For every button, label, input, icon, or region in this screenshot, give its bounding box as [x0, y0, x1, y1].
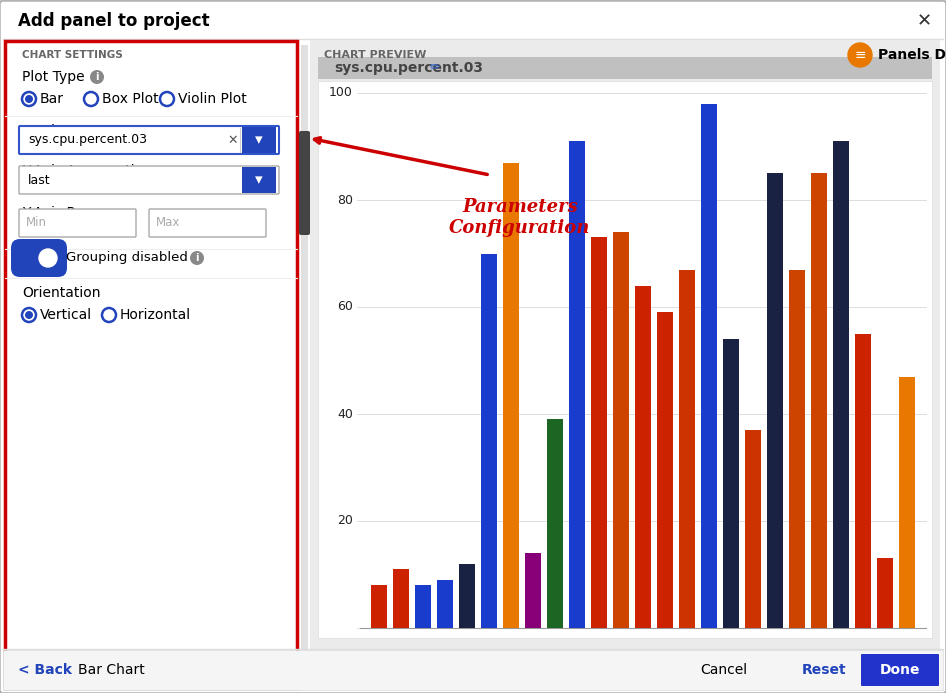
Bar — [371, 585, 387, 628]
Circle shape — [90, 70, 104, 84]
Bar — [877, 559, 893, 628]
FancyBboxPatch shape — [19, 209, 136, 237]
FancyBboxPatch shape — [861, 654, 939, 686]
Circle shape — [102, 308, 116, 322]
Text: 80: 80 — [337, 193, 353, 207]
Text: sys.cpu.percent.03: sys.cpu.percent.03 — [28, 134, 147, 146]
Text: 100: 100 — [329, 87, 353, 100]
Bar — [393, 569, 410, 628]
Bar — [612, 232, 629, 628]
Text: Orientation: Orientation — [22, 286, 100, 300]
FancyBboxPatch shape — [19, 166, 279, 194]
Text: ▾: ▾ — [255, 132, 263, 148]
Text: ▾: ▾ — [255, 173, 263, 188]
Bar — [459, 564, 475, 628]
Bar — [590, 238, 607, 628]
FancyBboxPatch shape — [242, 167, 276, 193]
FancyBboxPatch shape — [5, 41, 297, 688]
Bar — [678, 270, 695, 628]
Bar — [745, 430, 762, 628]
Text: Done: Done — [880, 663, 920, 677]
Text: Y-Axis Range: Y-Axis Range — [22, 206, 111, 220]
Text: ✕: ✕ — [228, 134, 238, 146]
Bar — [854, 334, 871, 628]
Text: CHART PREVIEW: CHART PREVIEW — [324, 50, 427, 60]
Text: Box Plot: Box Plot — [102, 92, 159, 106]
Bar — [766, 173, 783, 628]
Text: Y-Axis: Y-Axis — [22, 124, 62, 138]
Bar — [524, 553, 541, 628]
Text: 60: 60 — [337, 301, 353, 313]
Text: Reset: Reset — [802, 663, 847, 677]
Text: Vertical: Vertical — [40, 308, 92, 322]
Text: ≡: ≡ — [854, 48, 866, 62]
Text: CHART SETTINGS: CHART SETTINGS — [22, 50, 123, 60]
Text: last: last — [28, 173, 51, 186]
Text: Y-Axis Aggregation: Y-Axis Aggregation — [22, 164, 152, 178]
Text: Bar: Bar — [40, 92, 64, 106]
Bar — [547, 419, 563, 628]
Circle shape — [22, 308, 36, 322]
Bar — [899, 376, 915, 628]
Text: i: i — [195, 253, 199, 263]
FancyBboxPatch shape — [301, 45, 308, 683]
Text: ✏: ✏ — [430, 62, 441, 75]
Text: 20: 20 — [337, 514, 353, 527]
Text: Violin Plot: Violin Plot — [178, 92, 247, 106]
Circle shape — [39, 249, 57, 267]
FancyBboxPatch shape — [318, 81, 932, 638]
Circle shape — [25, 95, 33, 103]
FancyBboxPatch shape — [11, 239, 67, 277]
Circle shape — [160, 92, 174, 106]
Text: Plot Type: Plot Type — [22, 70, 84, 84]
Text: Bar Chart: Bar Chart — [78, 663, 145, 677]
Circle shape — [190, 251, 204, 265]
FancyBboxPatch shape — [299, 131, 310, 235]
Text: Add panel to project: Add panel to project — [18, 12, 210, 30]
Bar — [414, 585, 431, 628]
FancyBboxPatch shape — [242, 127, 276, 153]
Bar — [700, 104, 717, 628]
Bar — [436, 580, 453, 628]
Circle shape — [848, 43, 872, 67]
Text: < Back: < Back — [18, 663, 72, 677]
Bar — [832, 141, 850, 628]
Circle shape — [25, 311, 33, 319]
Text: Max: Max — [156, 216, 181, 229]
Bar — [811, 173, 827, 628]
Text: Grouping disabled: Grouping disabled — [66, 252, 188, 265]
Circle shape — [22, 92, 36, 106]
Text: 40: 40 — [337, 407, 353, 421]
FancyBboxPatch shape — [3, 650, 943, 690]
Text: ✕: ✕ — [917, 12, 932, 30]
Text: i: i — [96, 72, 98, 82]
Bar — [723, 339, 739, 628]
Bar — [502, 163, 519, 628]
Circle shape — [84, 92, 98, 106]
Text: sys.cpu.percent.03: sys.cpu.percent.03 — [334, 61, 483, 75]
FancyBboxPatch shape — [19, 126, 279, 154]
Text: Horizontal: Horizontal — [120, 308, 191, 322]
Text: Panels Docs: Panels Docs — [878, 48, 946, 62]
FancyBboxPatch shape — [310, 40, 940, 688]
Text: Parameters
Configuration: Parameters Configuration — [449, 198, 590, 237]
FancyBboxPatch shape — [318, 57, 932, 79]
Bar — [635, 286, 651, 628]
Bar — [657, 313, 674, 628]
Bar — [569, 141, 586, 628]
Text: Min: Min — [26, 216, 47, 229]
Text: Cancel: Cancel — [700, 663, 747, 677]
Bar — [481, 254, 498, 628]
Bar — [789, 270, 805, 628]
FancyBboxPatch shape — [149, 209, 266, 237]
